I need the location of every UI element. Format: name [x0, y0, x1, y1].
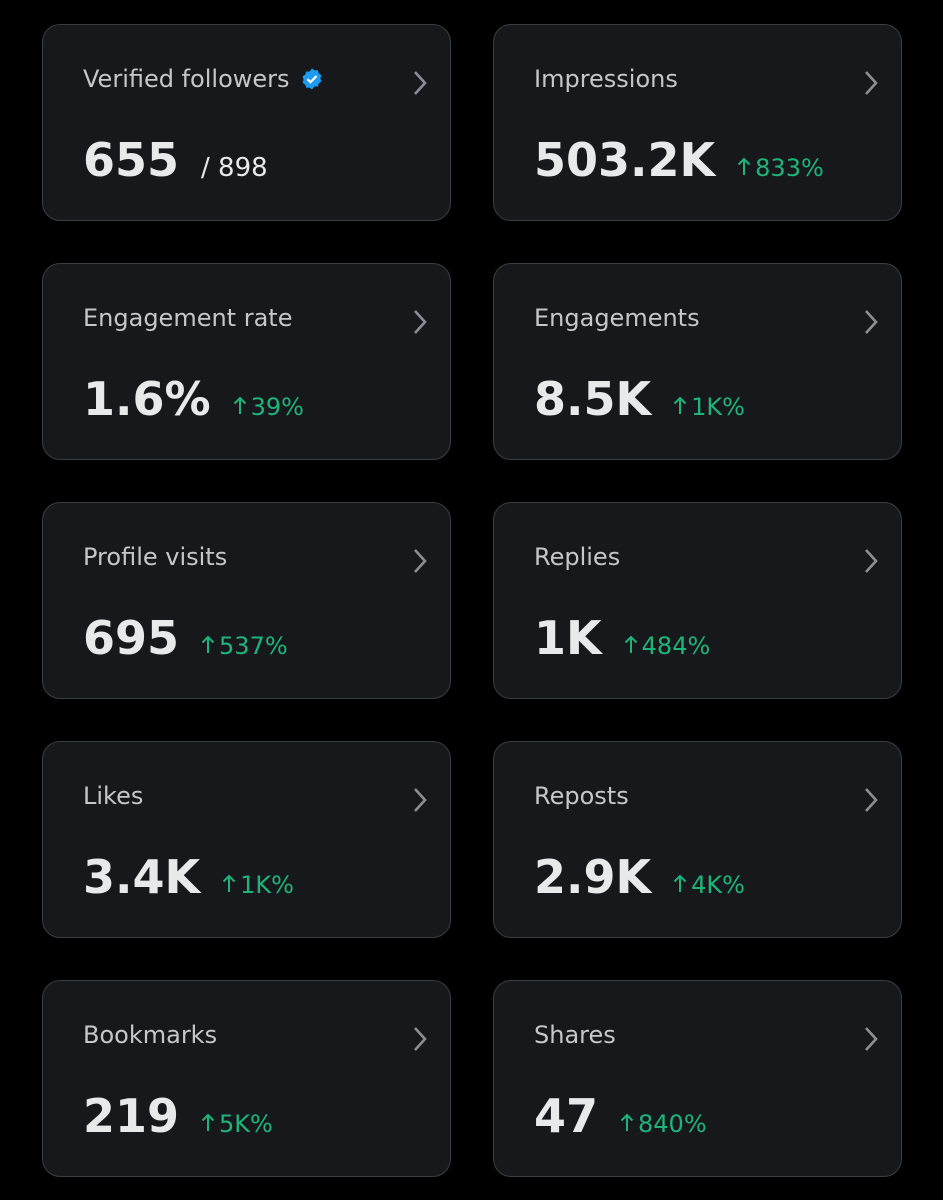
chevron-icon	[410, 308, 430, 340]
change-percent: 537%	[219, 632, 288, 660]
metric-value: 3.4K	[83, 850, 201, 904]
metric-card[interactable]: Engagement rate 1.6% 39%	[42, 263, 451, 460]
metric-value: 1.6%	[83, 372, 211, 426]
metric-row: 47 840%	[534, 1089, 707, 1143]
metric-row: 2.9K 4K%	[534, 850, 745, 904]
metric-card[interactable]: Engagements 8.5K 1K%	[493, 263, 902, 460]
metric-row: 1.6% 39%	[83, 372, 304, 426]
metrics-grid: Verified followers 655 / 898 Impressions 503…	[42, 24, 902, 1177]
change-percent: 39%	[250, 393, 304, 421]
metric-row: 3.4K 1K%	[83, 850, 294, 904]
metric-row: 695 537%	[83, 611, 288, 665]
chevron-icon	[410, 786, 430, 818]
metric-row: 655 / 898	[83, 133, 268, 187]
metric-card[interactable]: Shares 47 840%	[493, 980, 902, 1177]
up-arrow	[620, 1113, 634, 1131]
chevron-icon	[410, 69, 430, 101]
metric-card[interactable]: Verified followers 655 / 898	[42, 24, 451, 221]
chevron-icon	[861, 547, 881, 579]
chevron-icon	[861, 308, 881, 340]
change-percent: 4K%	[691, 871, 745, 899]
chevron-icon	[861, 69, 881, 101]
metric-card[interactable]: Reposts 2.9K 4K%	[493, 741, 902, 938]
metric-row: 1K 484%	[534, 611, 710, 665]
card-header: Engagement rate	[83, 304, 292, 332]
metric-change: 537%	[201, 632, 288, 660]
chevron-icon	[410, 1025, 430, 1057]
up-arrow	[222, 874, 236, 892]
card-header: Profile visits	[83, 543, 227, 571]
metric-value: 47	[534, 1089, 599, 1143]
metric-card[interactable]: Likes 3.4K 1K%	[42, 741, 451, 938]
metric-label: Replies	[534, 543, 621, 571]
metric-value: 8.5K	[534, 372, 652, 426]
metric-label: Bookmarks	[83, 1021, 218, 1049]
change-percent: 833%	[755, 154, 824, 182]
metric-value: 503.2K	[534, 133, 716, 187]
metric-value: 695	[83, 611, 180, 665]
up-arrow	[201, 635, 215, 653]
metric-change: 840%	[620, 1110, 707, 1138]
up-arrow	[233, 396, 246, 414]
chevron-icon	[861, 1025, 881, 1057]
metric-row: 219 5K%	[83, 1089, 273, 1143]
change-percent: 840%	[638, 1110, 707, 1138]
card-header: Shares	[534, 1021, 616, 1049]
metric-change: 484%	[624, 632, 711, 660]
metric-change: 39%	[233, 393, 304, 421]
metric-row: 8.5K 1K%	[534, 372, 745, 426]
metric-label: Verified followers	[83, 65, 290, 93]
metric-change: 1K%	[222, 871, 294, 899]
metric-label: Impressions	[534, 65, 678, 93]
metric-value: 655	[83, 133, 180, 187]
change-percent: 5K%	[219, 1110, 273, 1138]
up-arrow	[624, 635, 637, 653]
metric-label: Reposts	[534, 782, 629, 810]
chevron-icon	[410, 547, 430, 579]
card-header: Replies	[534, 543, 620, 571]
metric-change: 833%	[737, 154, 824, 182]
up-arrow	[201, 1113, 215, 1131]
metric-change: 4K%	[673, 871, 745, 899]
card-header: Likes	[83, 782, 143, 810]
card-header: Reposts	[534, 782, 629, 810]
change-percent: 1K%	[691, 393, 745, 421]
metric-label: Engagement rate	[83, 304, 293, 332]
card-header: Impressions	[534, 65, 678, 93]
metric-change: 5K%	[201, 1110, 273, 1138]
metric-total: / 898	[201, 153, 268, 183]
metric-value: 2.9K	[534, 850, 652, 904]
card-header: Verified followers	[83, 65, 324, 93]
metric-label: Likes	[83, 782, 144, 810]
metric-value: 1K	[534, 611, 602, 665]
metric-card[interactable]: Bookmarks 219 5K%	[42, 980, 451, 1177]
change-percent: 484%	[641, 632, 711, 660]
metric-label: Profile visits	[83, 543, 228, 571]
metric-card[interactable]: Replies 1K 484%	[493, 502, 902, 699]
up-arrow	[673, 396, 687, 414]
metric-label: Shares	[534, 1021, 616, 1049]
metric-value: 219	[83, 1089, 180, 1143]
metric-change: 1K%	[673, 393, 745, 421]
up-arrow	[673, 874, 687, 892]
metric-row: 503.2K 833%	[534, 133, 824, 187]
card-header: Engagements	[534, 304, 700, 332]
metric-card[interactable]: Impressions 503.2K 833%	[493, 24, 902, 221]
card-header: Bookmarks	[83, 1021, 217, 1049]
metric-label: Engagements	[534, 304, 700, 332]
change-percent: 1K%	[240, 871, 294, 899]
metric-card[interactable]: Profile visits 695 537%	[42, 502, 451, 699]
up-arrow	[737, 157, 751, 175]
chevron-icon	[861, 786, 881, 818]
verified-badge	[302, 68, 321, 90]
